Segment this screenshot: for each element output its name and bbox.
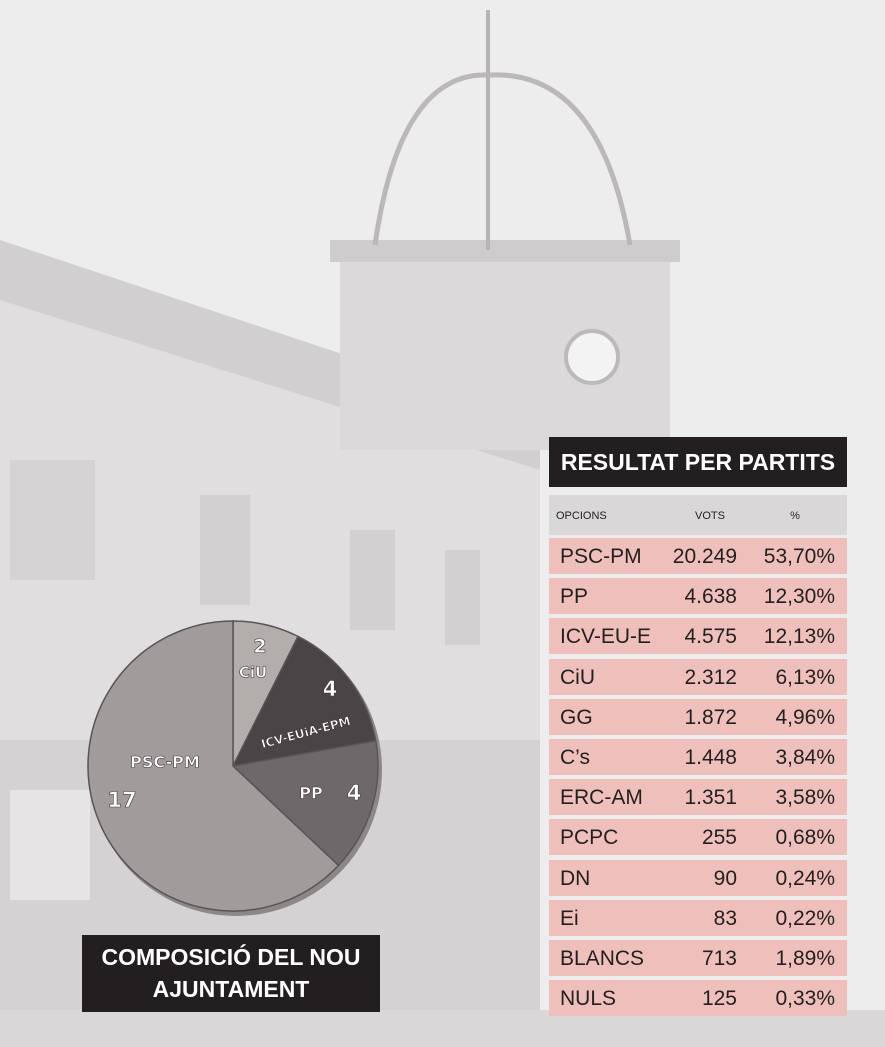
table-cell: C’s (560, 739, 590, 775)
table-cell: BLANCS (560, 940, 644, 976)
table-cell: NULS (560, 980, 616, 1016)
table-header-cell: % (775, 495, 815, 535)
table-cell: 4,96% (775, 699, 835, 735)
table-cell: 6,13% (775, 659, 835, 695)
table-row: CiU 2.312 6,13% (549, 659, 847, 695)
table-row: NULS 125 0,33% (549, 980, 847, 1016)
slice-label: PSC-PM (130, 753, 200, 772)
table-cell: ICV-EU-E (560, 618, 651, 654)
table-cell: 2.312 (684, 659, 737, 695)
slice-value: 4 (347, 781, 362, 805)
table-cell: 53,70% (764, 538, 835, 574)
table-row: PSC-PM 20.249 53,70% (549, 538, 847, 574)
table-title: RESULTAT PER PARTITS (549, 437, 847, 487)
table-cell: 3,84% (775, 739, 835, 775)
table-row: BLANCS 713 1,89% (549, 940, 847, 976)
table-cell: 1.872 (684, 699, 737, 735)
table-cell: 1,89% (775, 940, 835, 976)
table-row: C’s 1.448 3,84% (549, 739, 847, 775)
table-cell: 20.249 (673, 538, 737, 574)
slice-value: 17 (107, 788, 136, 812)
table-cell: 0,33% (775, 980, 835, 1016)
table-cell: 0,24% (775, 860, 835, 896)
table-row: Ei 83 0,22% (549, 900, 847, 936)
table-cell: GG (560, 699, 593, 735)
table-cell: ERC-AM (560, 779, 643, 815)
table-cell: PSC-PM (560, 538, 642, 574)
slice-value: 4 (323, 677, 338, 701)
table-cell: 4.575 (684, 618, 737, 654)
slice-label: CiU (239, 664, 267, 682)
table-cell: 4.638 (684, 578, 737, 614)
slice-value: 2 (253, 636, 266, 658)
table-cell: 0,22% (775, 900, 835, 936)
table-row: PP 4.638 12,30% (549, 578, 847, 614)
chart-caption: COMPOSICIÓ DEL NOU AJUNTAMENT (82, 935, 380, 1012)
table-row: GG 1.872 4,96% (549, 699, 847, 735)
page: CiU2ICV-EUiA-EPM4PP4PSC-PM17 COMPOSICIÓ … (0, 0, 885, 1047)
table-cell: DN (560, 860, 590, 896)
table-header-cell: OPCIONS (556, 495, 626, 535)
table-row: ICV-EU-E 4.575 12,13% (549, 618, 847, 654)
table-cell: PCPC (560, 819, 618, 855)
table-cell: Ei (560, 900, 579, 936)
slice-label: PP (299, 784, 323, 803)
table-cell: 125 (702, 980, 737, 1016)
table-cell: 713 (702, 940, 737, 976)
table-cell: 12,13% (764, 618, 835, 654)
table-cell: 83 (714, 900, 737, 936)
table-header-cell: VOTS (690, 495, 730, 535)
table-cell: 90 (714, 860, 737, 896)
table-cell: 1.448 (684, 739, 737, 775)
table-cell: PP (560, 578, 588, 614)
table-cell: 12,30% (764, 578, 835, 614)
table-row: ERC-AM 1.351 3,58% (549, 779, 847, 815)
table-row: PCPC 255 0,68% (549, 819, 847, 855)
table-cell: 0,68% (775, 819, 835, 855)
table-cell: 255 (702, 819, 737, 855)
table-cell: 1.351 (684, 779, 737, 815)
table-cell: 3,58% (775, 779, 835, 815)
table-row: DN 90 0,24% (549, 860, 847, 896)
table-cell: CiU (560, 659, 595, 695)
